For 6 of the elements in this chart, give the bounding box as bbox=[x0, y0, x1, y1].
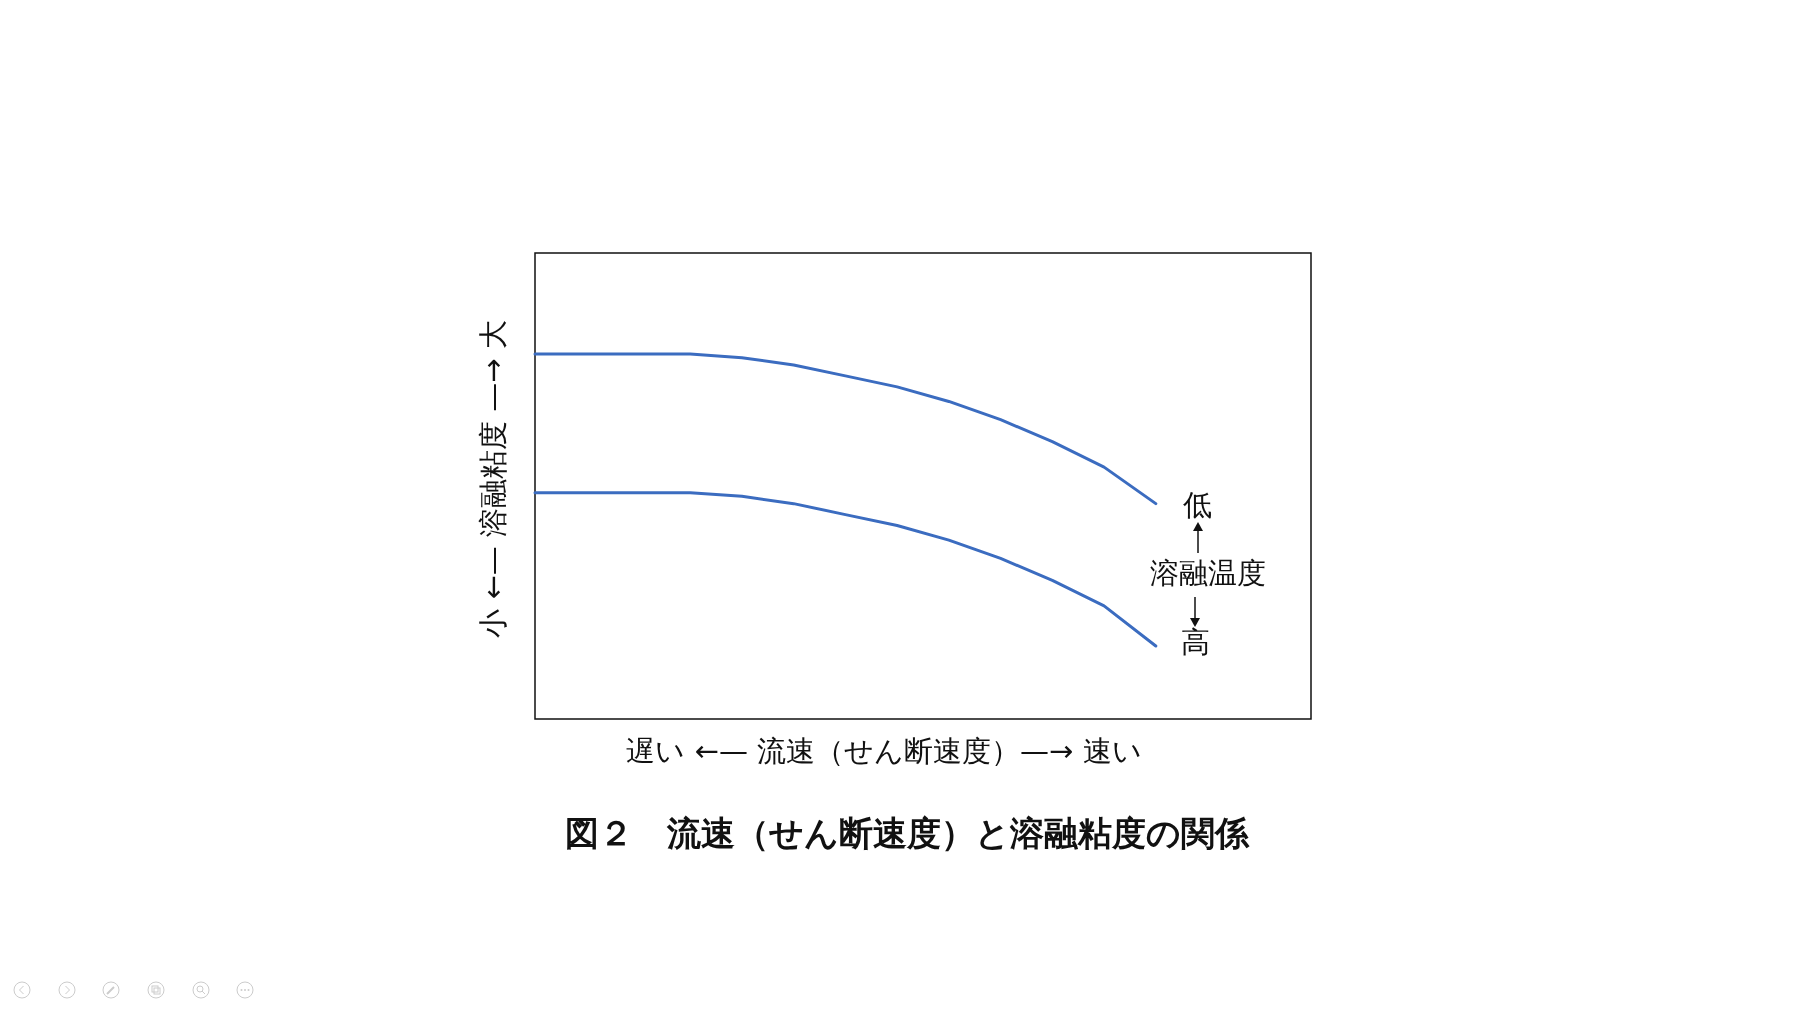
annotation: 溶融温度 bbox=[1150, 555, 1266, 592]
y-axis-title: 小 ←— 溶融粘度 —→ 大 bbox=[475, 320, 511, 638]
x-axis-title: 遅い ←— 流速（せん断速度）—→ 速い bbox=[626, 733, 1142, 770]
annotation: 低 bbox=[1182, 487, 1212, 524]
annotation: 高 bbox=[1180, 624, 1210, 661]
text: 図２ 流速（せん断速度）と溶融粘度の関係 bbox=[565, 812, 1249, 855]
